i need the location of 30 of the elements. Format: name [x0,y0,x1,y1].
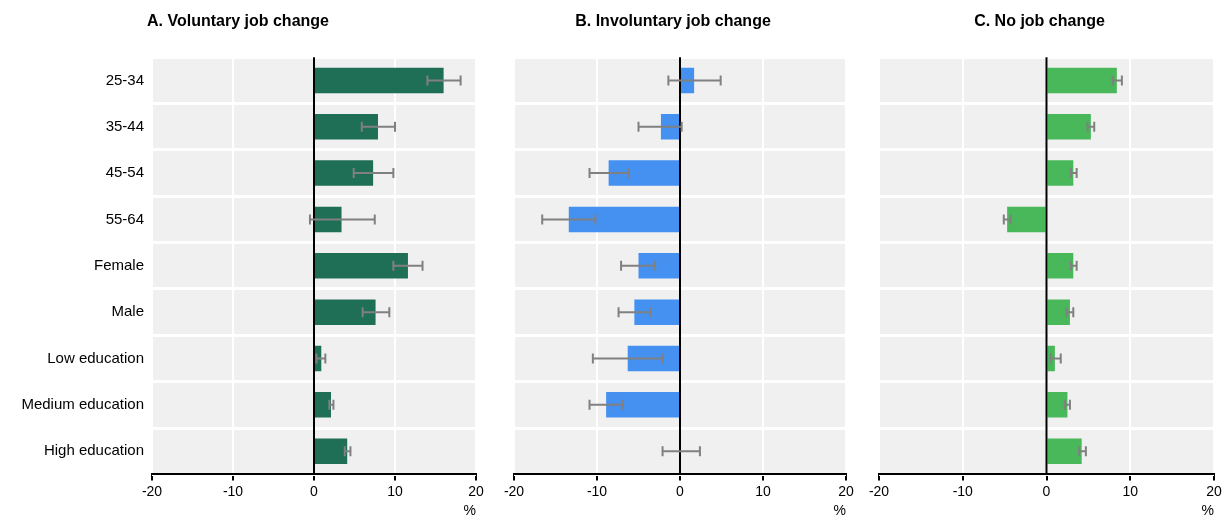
x-axis-title: % [833,502,846,519]
x-axis-title: % [463,502,476,519]
x-tick-label: -20 [868,482,890,499]
x-tick-label: -10 [222,482,244,499]
chart-title: B. Involuntary job change [575,12,771,30]
y-tick-label: High education [43,441,144,459]
y-tick-label: 55-64 [105,209,144,227]
x-tick-label: 10 [755,482,771,499]
x-tick-label: 20 [468,482,484,499]
x-tick-label: 0 [676,482,685,499]
y-tick-label: 35-44 [105,116,144,134]
chart-title: C. No job change [974,12,1105,30]
x-tick-label: -20 [503,482,525,499]
x-tick-label: 20 [1206,482,1222,499]
chart-title: A. Voluntary job change [147,12,330,30]
y-tick-label: Medium education [21,395,144,413]
y-tick-label: 45-54 [105,163,144,181]
y-tick-label: Male [111,302,144,320]
x-tick-label: 10 [1122,482,1139,499]
y-tick-label: 25-34 [105,70,144,88]
x-tick-label: 10 [387,482,403,499]
y-tick-label: Female [93,255,144,273]
y-tick-label: Low education [47,348,144,366]
x-tick-label: 20 [838,482,854,499]
x-tick-label: -10 [952,482,974,499]
x-tick-label: 0 [310,482,319,499]
x-axis-title: % [1201,502,1214,519]
x-tick-label: -20 [141,482,163,499]
x-tick-label: -10 [586,482,608,499]
x-tick-label: 0 [1042,482,1051,499]
